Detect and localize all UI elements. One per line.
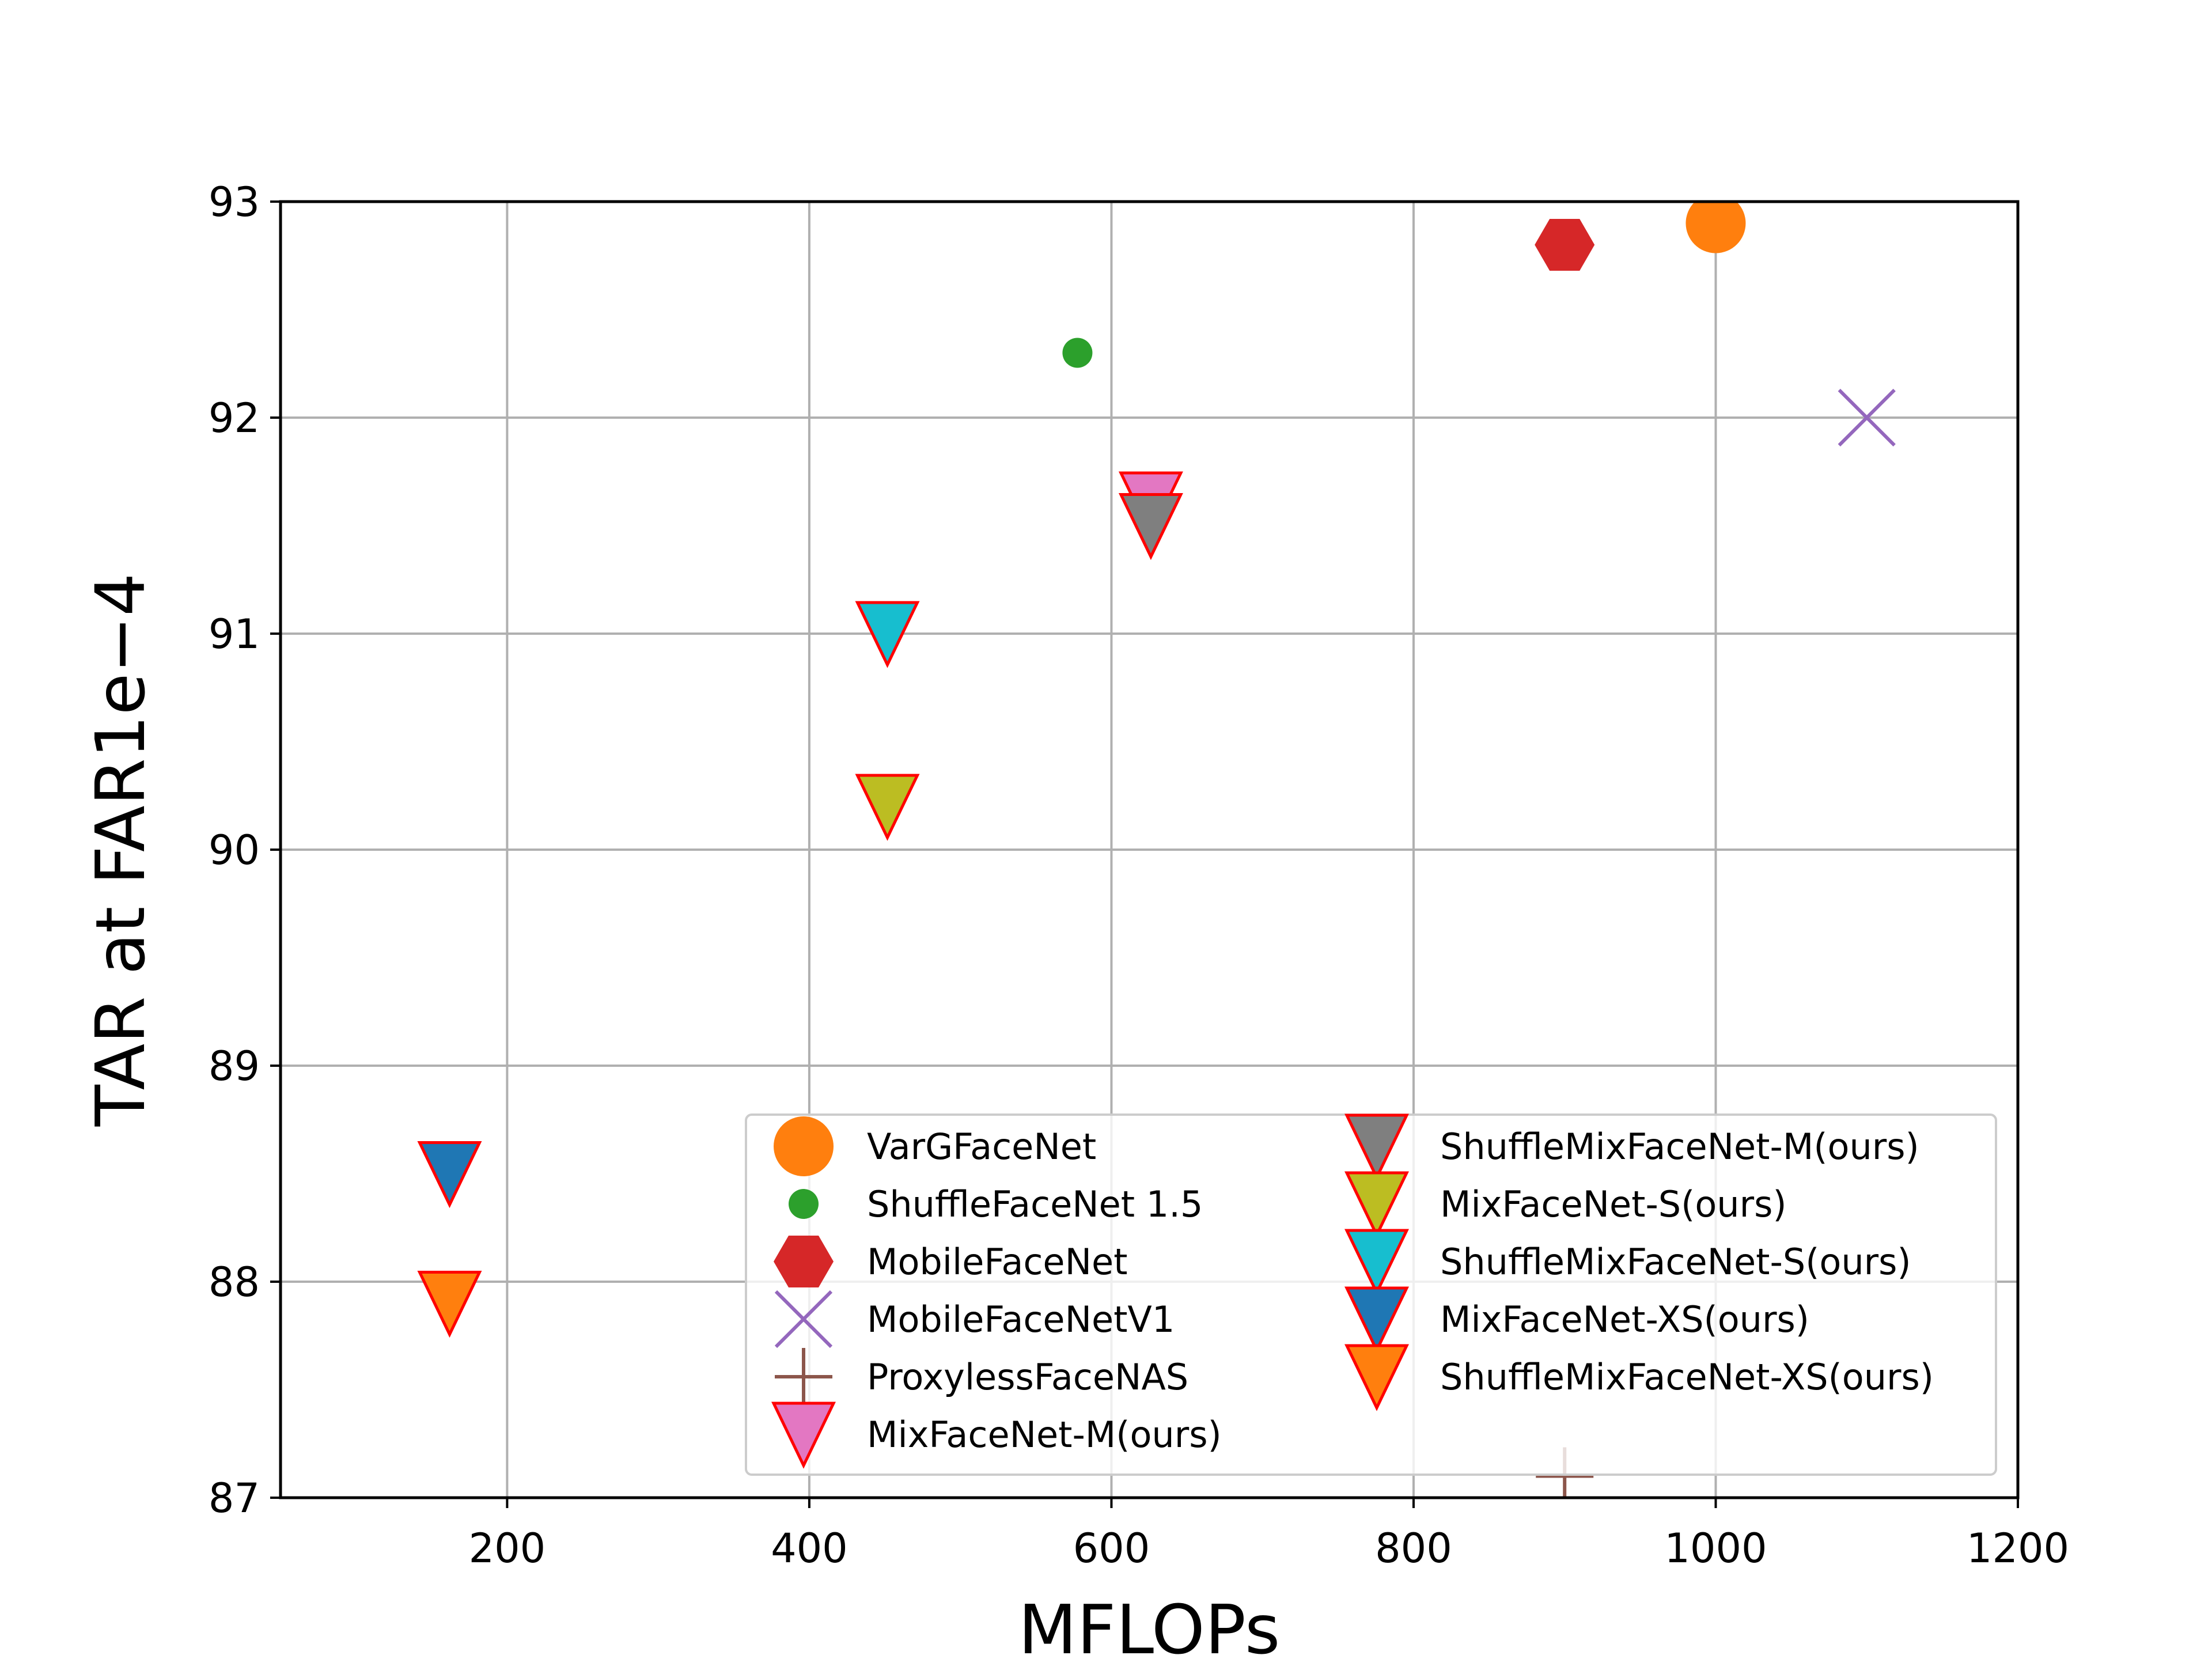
point-shufflefacenet-1-5	[1062, 338, 1093, 368]
point-mixfacenet-s-ours	[855, 774, 920, 841]
y-tick-label: 92	[209, 395, 260, 442]
legend: VarGFaceNet ShuffleFaceNet 1.5 MobileFaceN…	[745, 1113, 1997, 1476]
point-shufflemixfacenet-m-ours	[1118, 493, 1183, 560]
grid	[281, 200, 2019, 1499]
legend-marker-mobilefacenet	[774, 1236, 834, 1287]
legend-marker-mobilefacenetv1	[774, 1290, 833, 1349]
y-tick-label: 88	[209, 1259, 260, 1306]
legend-marker-mixfacenet-s-ours	[1344, 1171, 1409, 1238]
legend-label: ShuffleMixFaceNet-M(ours)	[1440, 1126, 1919, 1168]
legend-label: MixFaceNet-M(ours)	[867, 1414, 1222, 1456]
data-points	[417, 202, 1896, 1498]
point-shufflemixfacenet-xs-ours	[417, 1271, 482, 1338]
y-tick-label: 90	[209, 827, 260, 874]
legend-label: ShuffleFaceNet 1.5	[867, 1183, 1203, 1225]
legend-label: MixFaceNet-XS(ours)	[1440, 1298, 1809, 1340]
plot-frame	[279, 200, 2020, 1499]
x-tick-label: 800	[1375, 1525, 1452, 1572]
point-mixfacenet-xs-ours	[417, 1141, 482, 1209]
legend-marker-shufflemixfacenet-m-ours	[1344, 1113, 1409, 1181]
x-tick-label: 200	[469, 1525, 546, 1572]
y-tick-label: 87	[209, 1475, 260, 1522]
legend-marker-mixfacenet-xs-ours	[1344, 1286, 1409, 1354]
y-tick-label: 93	[209, 179, 260, 226]
legend-marker-vargfacenet	[774, 1116, 834, 1176]
point-mobilefacenet	[1535, 219, 1595, 271]
legend-marker-shufflemixfacenet-s-ours	[1344, 1229, 1409, 1296]
legend-marker-shufflemixfacenet-xs-ours	[1344, 1344, 1409, 1411]
point-mobilefacenetv1	[1838, 388, 1896, 447]
legend-label: MixFaceNet-S(ours)	[1440, 1183, 1787, 1225]
y-axis-ticks: 87 88 89 90 91 92 93	[209, 179, 281, 1522]
point-shufflemixfacenet-s-ours	[855, 601, 920, 668]
point-vargfacenet	[1685, 202, 1746, 253]
legend-marker-proxylessfacenas	[775, 1348, 832, 1406]
y-tick-label: 91	[209, 611, 260, 658]
x-axis-ticks: 200 400 600 800 1000 1200	[469, 1498, 2069, 1572]
legend-label: VarGFaceNet	[867, 1126, 1096, 1168]
legend-label: ShuffleMixFaceNet-XS(ours)	[1440, 1356, 1934, 1398]
legend-label: MobileFaceNet	[867, 1241, 1127, 1283]
legend-marker-mixfacenet-m-ours	[771, 1402, 836, 1469]
x-axis-label: MFLOPs	[1018, 1590, 1281, 1659]
legend-marker-shufflefacenet-1-5	[789, 1189, 819, 1219]
y-axis-label: TAR at FAR1e−4	[81, 573, 160, 1127]
x-tick-label: 1000	[1664, 1525, 1767, 1572]
legend-label: MobileFaceNetV1	[867, 1298, 1175, 1340]
x-tick-label: 400	[771, 1525, 848, 1572]
legend-label: ShuffleMixFaceNet-S(ours)	[1440, 1241, 1911, 1283]
x-tick-label: 600	[1073, 1525, 1150, 1572]
legend-label: ProxylessFaceNAS	[867, 1356, 1188, 1398]
x-tick-label: 1200	[1967, 1525, 2069, 1572]
y-tick-label: 89	[209, 1043, 260, 1090]
